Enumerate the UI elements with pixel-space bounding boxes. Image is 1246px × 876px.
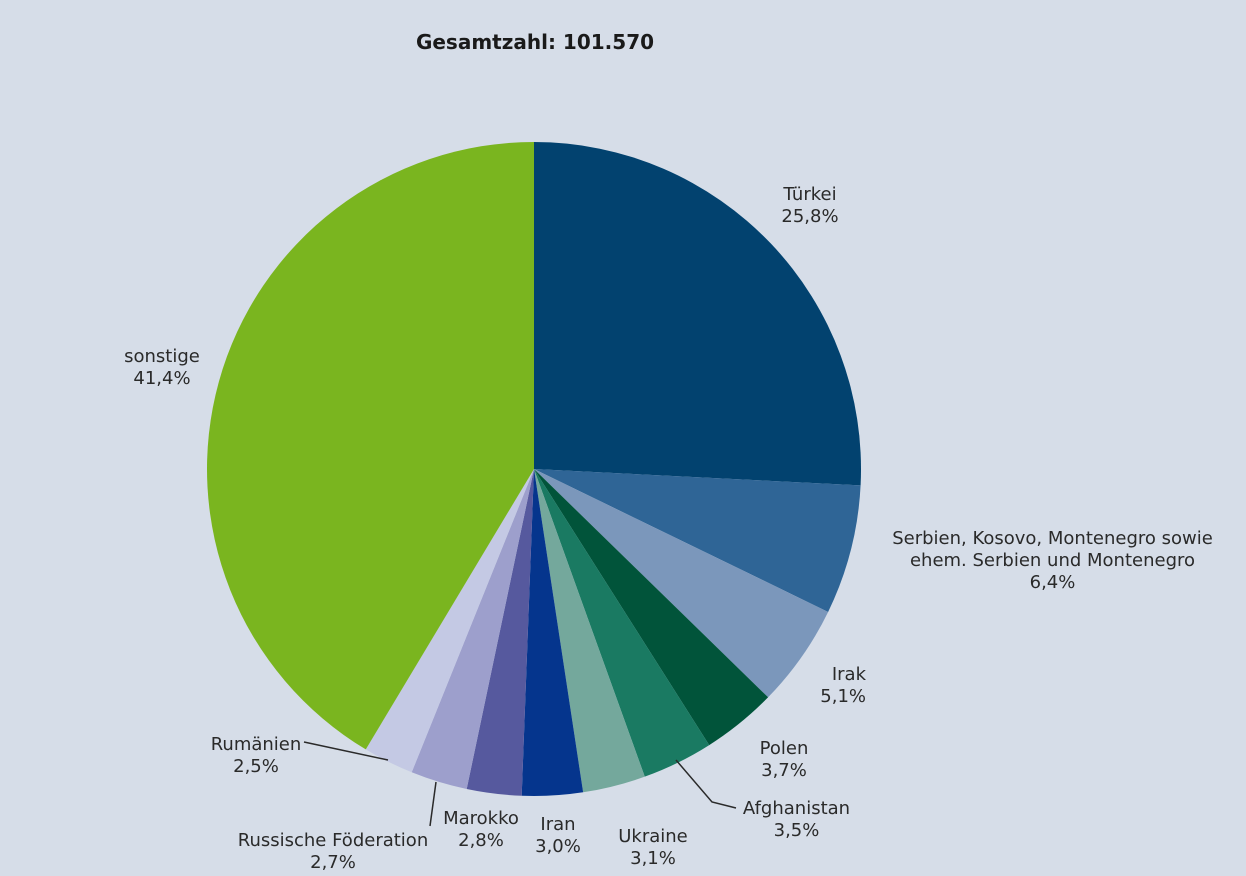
slice-percent: 3,7% — [761, 760, 807, 781]
slice-name: Ukraine — [618, 826, 688, 847]
leader-line-afghanistan — [675, 759, 737, 809]
slice-percent: 3,5% — [773, 820, 820, 841]
pie-slice-8 — [411, 469, 534, 789]
pie-slice-4 — [534, 469, 710, 777]
slice-name-line-2: ehem. Serbien und Montenegro — [909, 550, 1196, 571]
slice-name: Marokko — [443, 808, 519, 829]
slice-label-sonstige: sonstige 41,4% — [120, 346, 204, 390]
slice-percent: 5,1% — [820, 686, 866, 707]
slice-name: Irak — [831, 664, 866, 685]
slice-label-russische-foederation: Russische Föderation 2,7% — [228, 830, 438, 874]
pie-slice-3 — [534, 469, 769, 746]
slice-name: Türkei — [783, 184, 837, 205]
slice-label-afghanistan: Afghanistan 3,5% — [734, 798, 859, 842]
slice-name: Afghanistan — [742, 798, 851, 819]
leader-line-rumaenien — [303, 741, 389, 761]
slice-name: Iran — [540, 814, 576, 835]
pie-slice-2 — [534, 469, 829, 698]
slice-label-irak: Irak 5,1% — [806, 664, 866, 708]
slice-label-iran: Iran 3,0% — [530, 814, 586, 858]
slice-name: sonstige — [124, 346, 200, 367]
slice-name: Polen — [759, 738, 809, 759]
slice-label-tuerkei: Türkei 25,8% — [760, 184, 860, 228]
slice-name: Rumänien — [210, 734, 302, 755]
pie-slice-1 — [534, 469, 861, 612]
slice-name: Russische Föderation — [237, 830, 429, 851]
pie-slice-9 — [365, 469, 534, 773]
pie-slice-5 — [534, 469, 645, 793]
slice-percent: 2,5% — [233, 756, 279, 777]
pie-slice-7 — [466, 469, 534, 796]
leader-line-russland — [429, 781, 437, 827]
chart-title: Gesamtzahl: 101.570 — [415, 30, 655, 54]
slice-percent: 2,8% — [458, 830, 504, 851]
pie-slice-0 — [534, 142, 862, 486]
slice-percent: 41,4% — [133, 368, 191, 389]
slice-percent: 3,1% — [630, 848, 676, 869]
slice-percent: 3,0% — [535, 836, 581, 857]
slice-label-marokko: Marokko 2,8% — [434, 808, 528, 852]
slice-label-serbien: Serbien, Kosovo, Montenegro sowie ehem. … — [875, 528, 1230, 594]
slice-label-ukraine: Ukraine 3,1% — [613, 826, 693, 870]
slice-percent: 6,4% — [1029, 572, 1076, 593]
slice-percent: 25,8% — [781, 206, 839, 227]
pie-slice-10 — [207, 142, 534, 750]
pie-slice-6 — [521, 469, 584, 797]
slice-label-rumaenien: Rumänien 2,5% — [206, 734, 306, 778]
slice-label-polen: Polen 3,7% — [754, 738, 814, 782]
slice-percent: 2,7% — [310, 852, 356, 873]
slice-name-line-1: Serbien, Kosovo, Montenegro sowie — [892, 528, 1213, 549]
